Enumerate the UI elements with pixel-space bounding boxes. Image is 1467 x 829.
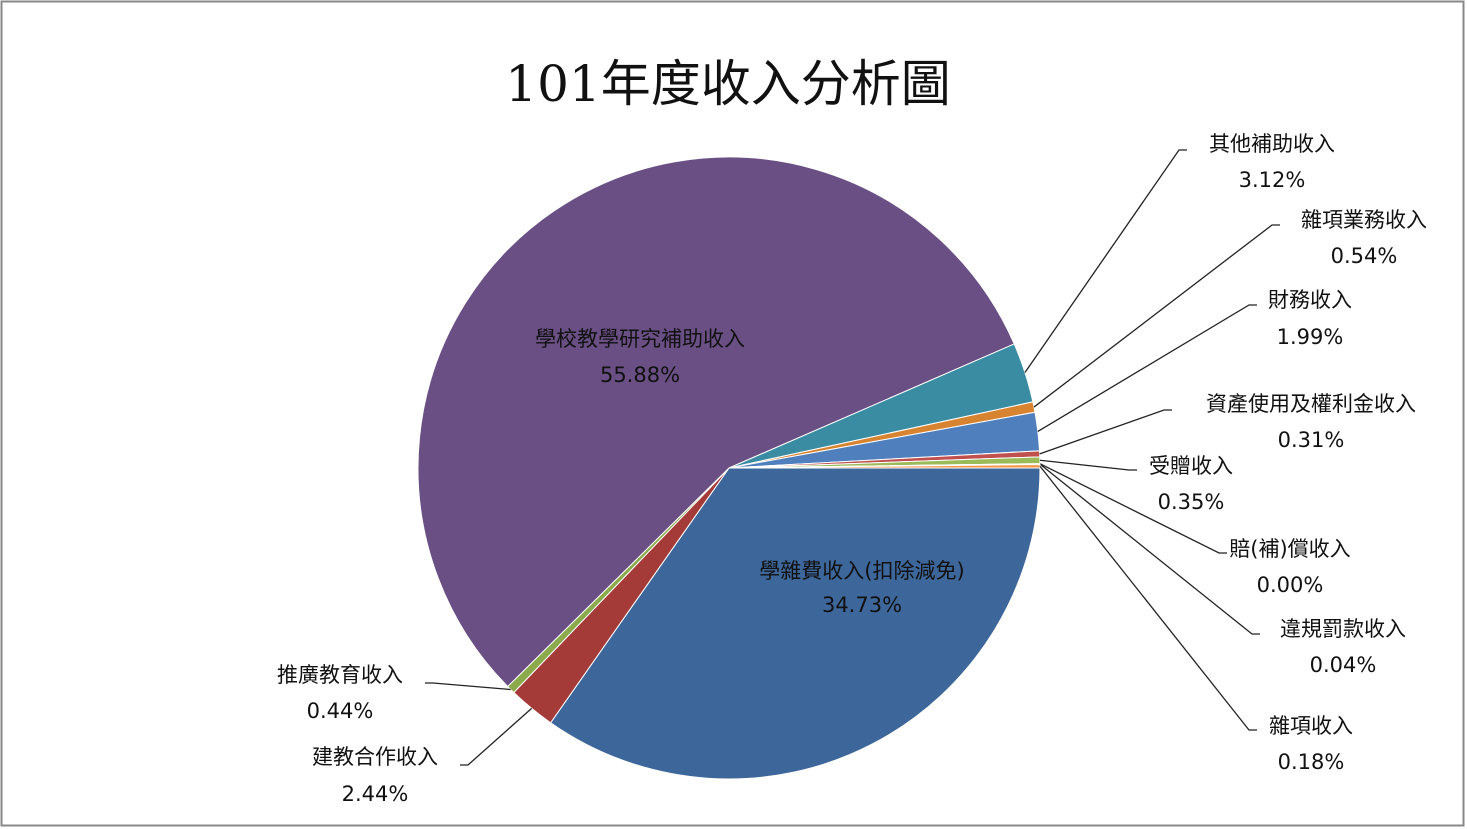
slice-label: 推廣教育收入 <box>277 663 403 687</box>
value-label: 0.54% <box>1331 244 1398 268</box>
pie-slice <box>417 156 1015 688</box>
slice-label: 受贈收入 <box>1149 454 1233 478</box>
pie-slice <box>728 463 1041 469</box>
value-label: 0.00% <box>1257 573 1324 597</box>
value-label: 0.35% <box>1158 490 1225 514</box>
leader-line <box>1039 463 1227 554</box>
leader-line <box>1024 149 1187 373</box>
slice-label: 雜項收入 <box>1269 714 1353 738</box>
value-label: 55.88% <box>600 363 680 387</box>
leader-line <box>1033 224 1280 408</box>
value-label: 0.18% <box>1278 750 1345 774</box>
value-label: 0.04% <box>1310 653 1377 677</box>
leader-line <box>460 707 533 766</box>
pie-slice <box>549 467 1041 780</box>
slice-label: 違規罰款收入 <box>1280 617 1406 641</box>
slice-label: 建教合作收入 <box>312 745 438 769</box>
slice-label: 學雜費收入(扣除減免) <box>759 559 964 583</box>
value-label: 2.44% <box>342 782 409 806</box>
slice-label: 雜項業務收入 <box>1301 208 1427 232</box>
leader-line <box>1039 459 1137 471</box>
value-label: 1.99% <box>1277 325 1344 349</box>
slice-label: 財務收入 <box>1268 288 1352 312</box>
chart-title: 101年度收入分析圖 <box>505 55 950 113</box>
leader-line <box>1039 409 1172 455</box>
leader-line <box>1039 465 1257 731</box>
leader-line <box>1037 304 1257 433</box>
slice-label: 資產使用及權利金收入 <box>1206 392 1416 416</box>
slice-label: 學校教學研究補助收入 <box>535 327 745 351</box>
value-label: 34.73% <box>822 593 902 617</box>
value-label: 3.12% <box>1239 168 1306 192</box>
leader-line <box>425 682 511 691</box>
leader-line <box>1039 463 1260 635</box>
value-label: 0.44% <box>307 699 374 723</box>
slice-label: 賠(補)償收入 <box>1229 537 1350 561</box>
slice-label: 其他補助收入 <box>1209 132 1335 156</box>
value-label: 0.31% <box>1278 428 1345 452</box>
